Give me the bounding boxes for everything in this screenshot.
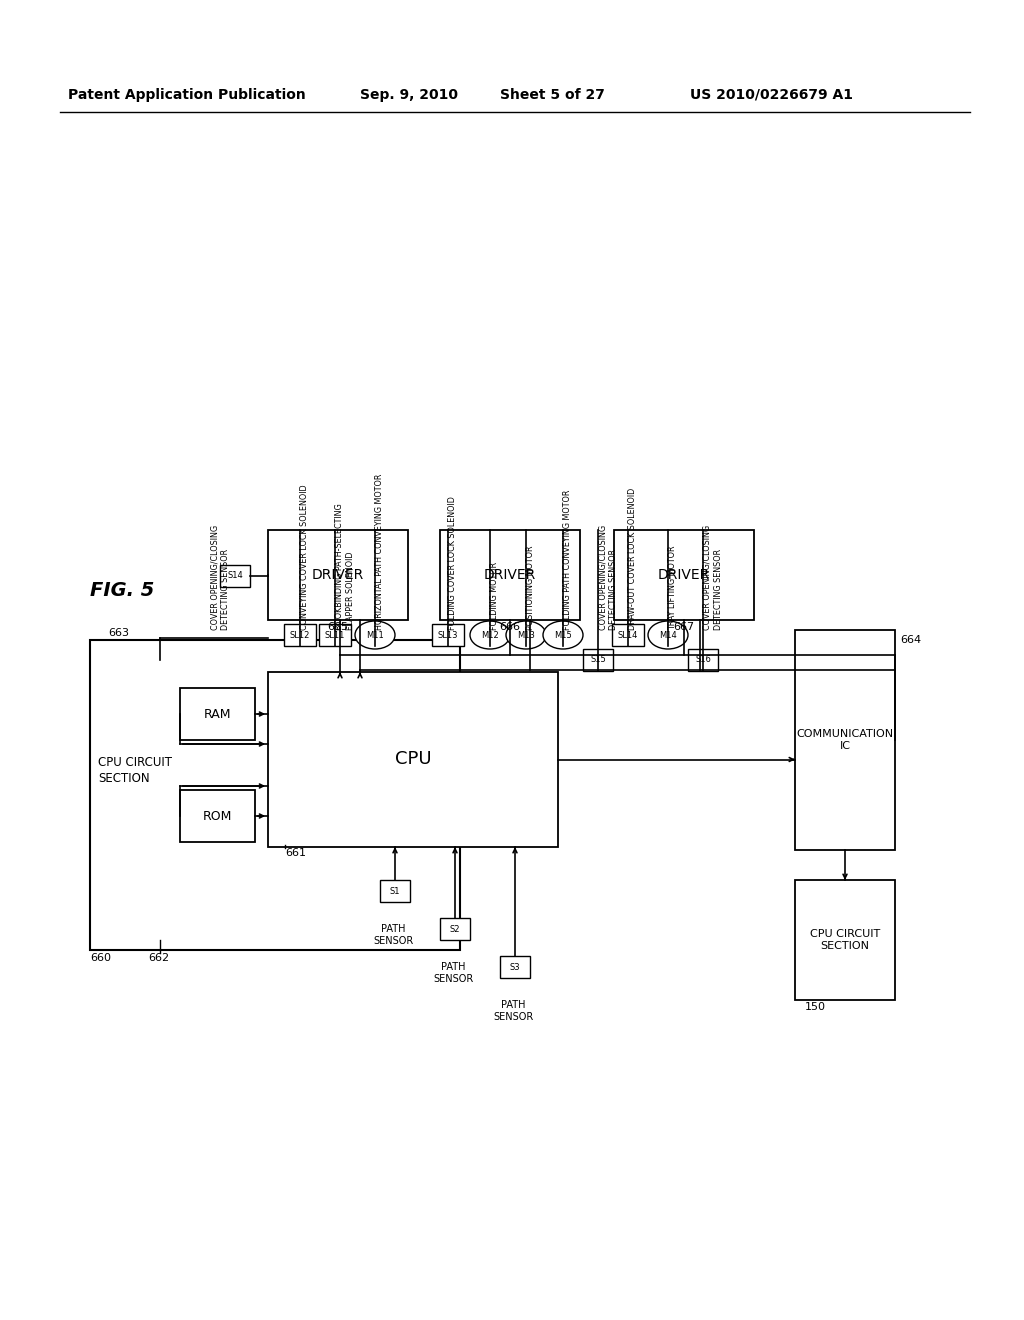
Bar xyxy=(432,624,464,645)
Text: CONVEYING COVER LOCK SOLENOID: CONVEYING COVER LOCK SOLENOID xyxy=(300,484,309,630)
Text: TRAY LIFTING MOTOR: TRAY LIFTING MOTOR xyxy=(668,545,677,630)
Bar xyxy=(612,624,644,645)
Ellipse shape xyxy=(506,620,546,649)
Text: CPU: CPU xyxy=(394,751,431,768)
Text: S3: S3 xyxy=(510,962,520,972)
Text: COVER OPENING/CLOSING
DETECTING SENSOR: COVER OPENING/CLOSING DETECTING SENSOR xyxy=(598,525,618,630)
Text: DRIVER: DRIVER xyxy=(312,568,365,582)
Bar xyxy=(688,649,718,671)
Text: COMMUNICATION
IC: COMMUNICATION IC xyxy=(797,729,894,751)
Text: PATH
SENSOR: PATH SENSOR xyxy=(493,1001,534,1023)
Text: DRIVER: DRIVER xyxy=(657,568,710,582)
Text: 150: 150 xyxy=(805,1002,826,1012)
Text: S14: S14 xyxy=(227,572,243,581)
Bar xyxy=(90,640,460,950)
Text: SL12: SL12 xyxy=(290,631,310,639)
Text: RAM: RAM xyxy=(204,708,231,721)
Text: HORIZONTAL PATH CONVEYING MOTOR: HORIZONTAL PATH CONVEYING MOTOR xyxy=(375,474,384,630)
Text: 666: 666 xyxy=(500,622,520,632)
Bar xyxy=(180,688,255,741)
Text: 662: 662 xyxy=(148,953,169,964)
Bar xyxy=(500,956,530,978)
Bar xyxy=(268,531,408,620)
Text: M14: M14 xyxy=(659,631,677,639)
Text: 663: 663 xyxy=(108,628,129,638)
Text: S16: S16 xyxy=(695,656,711,664)
Text: PATH
SENSOR: PATH SENSOR xyxy=(373,924,413,946)
Text: PATH
SENSOR: PATH SENSOR xyxy=(433,962,473,985)
Text: CPU CIRCUIT
SECTION: CPU CIRCUIT SECTION xyxy=(810,929,880,952)
Text: FOLDING COVER LOCK SOLENOID: FOLDING COVER LOCK SOLENOID xyxy=(449,496,457,630)
Text: 665: 665 xyxy=(328,622,348,632)
Text: 660: 660 xyxy=(90,953,111,964)
Text: Sep. 9, 2010: Sep. 9, 2010 xyxy=(360,88,458,102)
Bar xyxy=(268,672,558,847)
Bar xyxy=(795,880,895,1001)
Text: M12: M12 xyxy=(481,631,499,639)
Ellipse shape xyxy=(543,620,583,649)
Text: M13: M13 xyxy=(517,631,535,639)
Text: 667: 667 xyxy=(674,622,694,632)
Text: FOLDING MOTOR: FOLDING MOTOR xyxy=(490,562,499,630)
Text: 664: 664 xyxy=(900,635,922,645)
Text: M11: M11 xyxy=(367,631,384,639)
Text: SL13: SL13 xyxy=(437,631,459,639)
Bar xyxy=(614,531,754,620)
Text: M15: M15 xyxy=(554,631,571,639)
Bar xyxy=(319,624,351,645)
Text: COVER OPENING/CLOSING
DETECTING SENSOR: COVER OPENING/CLOSING DETECTING SENSOR xyxy=(210,525,230,630)
Ellipse shape xyxy=(648,620,688,649)
Bar xyxy=(220,565,250,587)
Text: 661: 661 xyxy=(285,847,306,858)
Text: US 2010/0226679 A1: US 2010/0226679 A1 xyxy=(690,88,853,102)
Bar xyxy=(795,630,895,850)
Bar xyxy=(440,531,580,620)
Text: COVER OPENING/CLOSING
DETECTING SENSOR: COVER OPENING/CLOSING DETECTING SENSOR xyxy=(703,525,723,630)
Text: Patent Application Publication: Patent Application Publication xyxy=(68,88,306,102)
Text: SL14: SL14 xyxy=(617,631,638,639)
Bar xyxy=(180,789,255,842)
Ellipse shape xyxy=(470,620,510,649)
Bar xyxy=(583,649,613,671)
Bar xyxy=(284,624,316,645)
Text: CPU CIRCUIT
SECTION: CPU CIRCUIT SECTION xyxy=(98,755,172,784)
Text: SL11: SL11 xyxy=(325,631,345,639)
Text: S2: S2 xyxy=(450,924,460,933)
Text: POSITIONING MOTOR: POSITIONING MOTOR xyxy=(526,545,535,630)
Text: DRAW-OUT COVER LOCK SOLENOID: DRAW-OUT COVER LOCK SOLENOID xyxy=(628,488,637,630)
Bar xyxy=(440,917,470,940)
Text: DRIVER: DRIVER xyxy=(484,568,537,582)
Text: S15: S15 xyxy=(590,656,606,664)
Ellipse shape xyxy=(355,620,395,649)
Text: BOOKBINDING PATH-SELECTING
FLAPPER SOLENOID: BOOKBINDING PATH-SELECTING FLAPPER SOLEN… xyxy=(335,503,355,630)
Text: Sheet 5 of 27: Sheet 5 of 27 xyxy=(500,88,605,102)
Text: FOLDING PATH CONVEYING MOTOR: FOLDING PATH CONVEYING MOTOR xyxy=(563,490,572,630)
Text: ROM: ROM xyxy=(203,809,232,822)
Text: S1: S1 xyxy=(390,887,400,895)
Bar xyxy=(380,880,410,902)
Text: FIG. 5: FIG. 5 xyxy=(90,581,155,599)
